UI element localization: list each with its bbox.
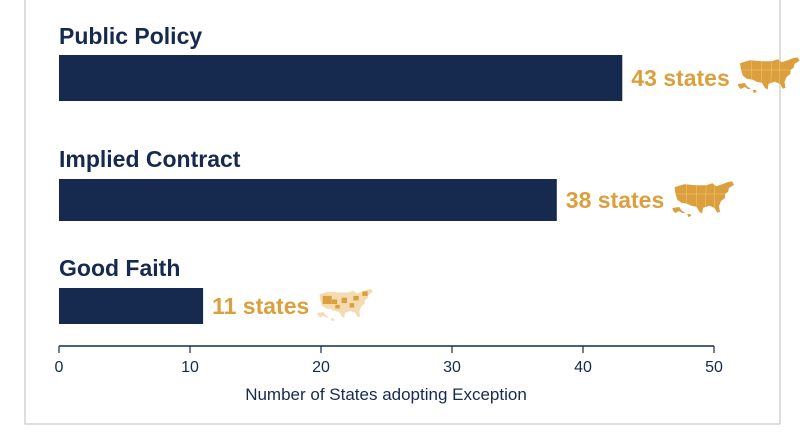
us-map-icon-2 — [672, 180, 735, 217]
category-label-2: Implied Contract — [59, 146, 241, 172]
chart-frame — [24, 0, 781, 425]
us-mainland-shape — [318, 288, 374, 319]
x-tick-label-2: 10 — [181, 359, 199, 376]
state-border-3 — [770, 60, 773, 84]
bar-1 — [59, 55, 623, 101]
alaska-shape — [317, 312, 330, 318]
category-label-3: Good Faith — [59, 255, 180, 281]
state-patch-2 — [331, 299, 338, 304]
state-patch-7 — [335, 304, 340, 309]
x-tick-label-3: 20 — [312, 359, 330, 376]
hawaii-shape — [752, 90, 757, 93]
state-patch-5 — [362, 291, 368, 296]
alaska-shape — [672, 207, 686, 213]
alaska-shape — [737, 83, 751, 89]
bars-layer: Public Policy 43 states Implied Contract 38… — [59, 23, 800, 324]
x-tick-label-5: 40 — [574, 359, 592, 376]
us-mainland-shape — [673, 180, 735, 215]
state-patch-1 — [322, 295, 332, 304]
hawaii-shape — [687, 214, 692, 217]
state-patch-4 — [353, 295, 359, 301]
x-axis-title: Number of States adopting Exception — [245, 385, 527, 404]
us-mainland-shape — [739, 56, 800, 91]
value-label-1: 43 states — [631, 65, 729, 91]
bar-3 — [59, 288, 204, 324]
state-patch-6 — [349, 303, 355, 308]
us-map-icon-1 — [737, 56, 800, 93]
value-label-2: 38 states — [566, 187, 664, 213]
x-axis-ticks: 0 10 20 30 40 50 — [55, 346, 723, 376]
x-tick-label-4: 30 — [443, 359, 461, 376]
x-tick-label-6: 50 — [705, 359, 723, 376]
category-label-1: Public Policy — [59, 23, 202, 49]
state-patch-3 — [341, 297, 348, 304]
state-border-3 — [705, 184, 707, 208]
x-tick-label-1: 0 — [55, 359, 64, 376]
bar-2 — [59, 179, 557, 221]
us-map-partial-icon-3 — [317, 288, 374, 322]
hawaii-shape — [330, 318, 335, 322]
value-label-3: 11 states — [212, 293, 309, 319]
